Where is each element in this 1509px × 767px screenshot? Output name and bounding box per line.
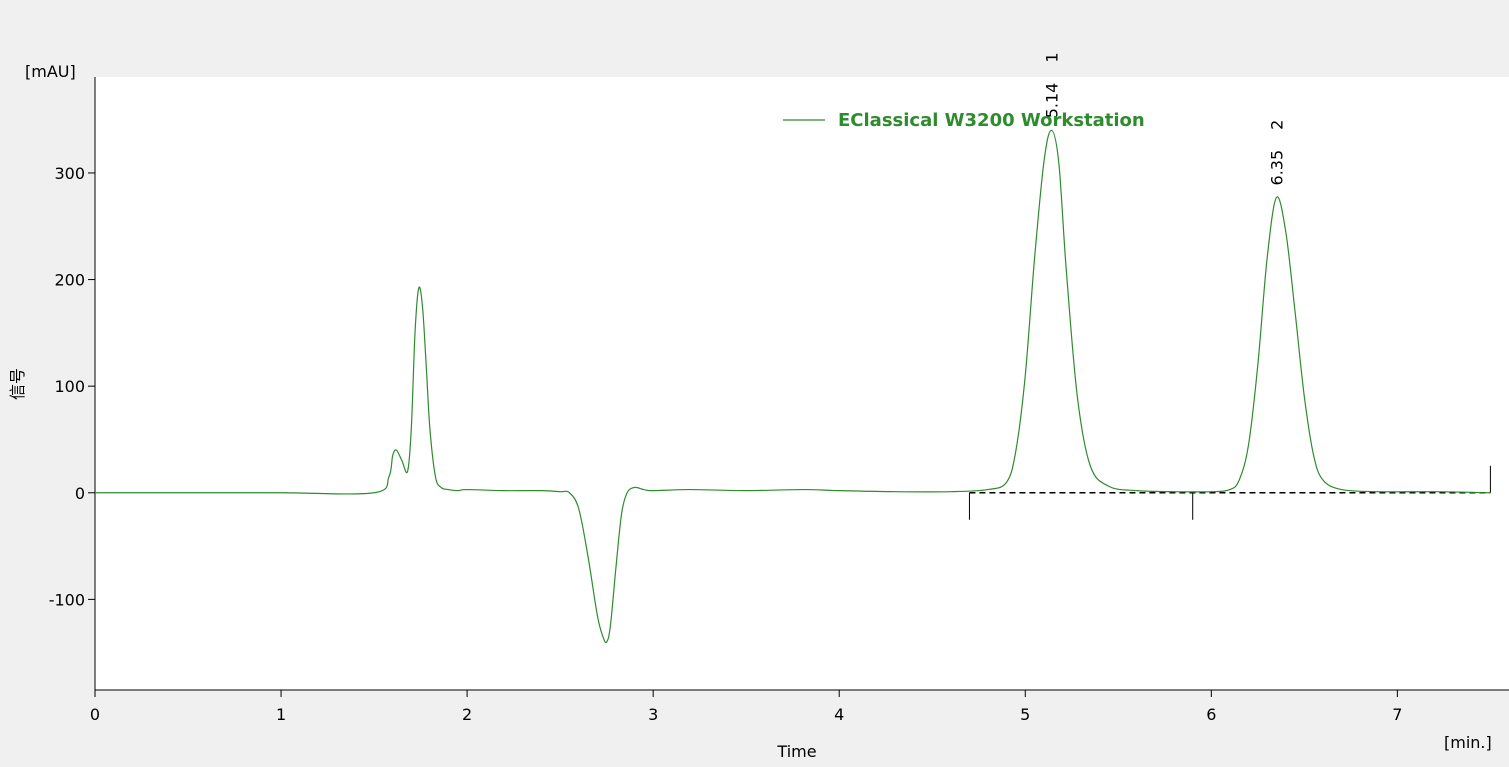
y-tick-label: 200	[54, 271, 85, 290]
peak-number: 2	[1267, 120, 1286, 130]
x-unit-label: [min.]	[1444, 733, 1492, 752]
y-tick-label: 100	[54, 377, 85, 396]
plot-area	[95, 77, 1509, 690]
y-tick-label: 0	[75, 484, 85, 503]
x-axis-title: Time	[776, 742, 816, 761]
x-tick-label: 1	[276, 705, 286, 724]
signal-trace	[94, 129, 1491, 644]
peak-retention-time: 6.35	[1267, 150, 1286, 186]
peak-retention-time: 5.14	[1042, 83, 1061, 119]
y-unit-label: [mAU]	[25, 62, 76, 81]
legend-label: EClassical W3200 Workstation	[838, 110, 1145, 131]
x-tick-label: 7	[1392, 705, 1402, 724]
x-tick-label: 4	[834, 705, 844, 724]
peak-number: 1	[1042, 52, 1061, 62]
peak-label: 6.35 2	[1267, 120, 1286, 186]
y-axis-title: 信号	[8, 368, 27, 400]
y-tick-label: -100	[49, 590, 85, 609]
y-tick-label: 300	[54, 164, 85, 183]
axes: 0 1 2 3 4 5 6 7 -100 0 100 200 300	[49, 77, 1509, 724]
x-tick-label: 0	[90, 705, 100, 724]
peak-label: 5.14 1	[1042, 52, 1061, 118]
x-tick-label: 6	[1206, 705, 1216, 724]
peak-labels: 5.14 1 6.35 2	[1042, 52, 1286, 185]
integration-baseline	[968, 465, 1491, 520]
legend: EClassical W3200 Workstation	[783, 110, 1145, 131]
x-tick-label: 3	[648, 705, 658, 724]
x-tick-label: 2	[462, 705, 472, 724]
x-tick-label: 5	[1020, 705, 1030, 724]
